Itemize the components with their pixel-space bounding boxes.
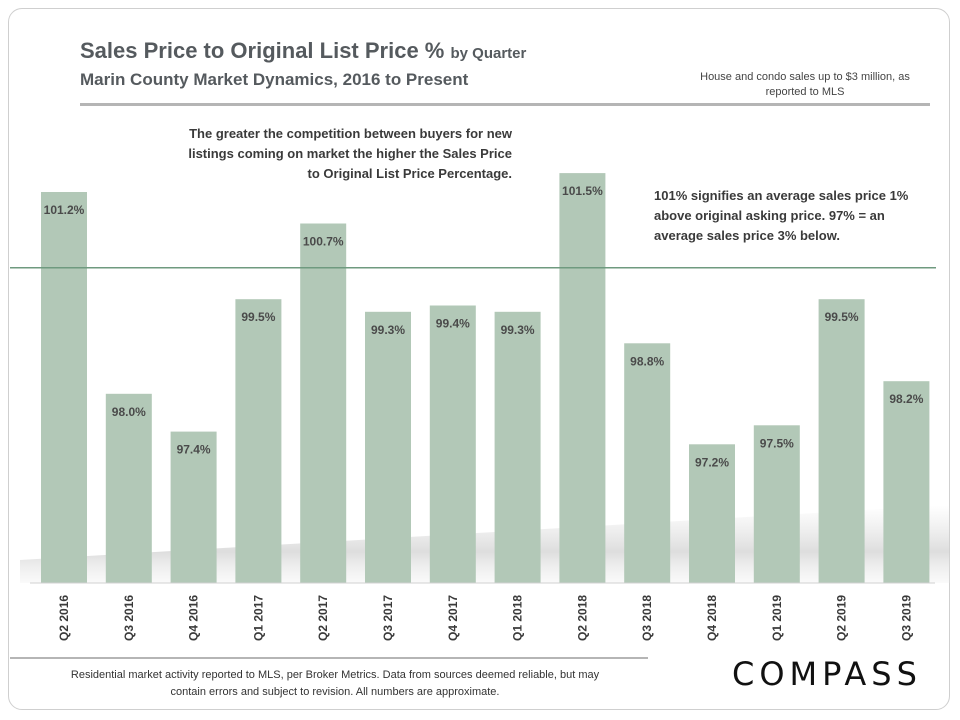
data-label: 101.2%	[44, 203, 85, 217]
bar-q3-2019	[883, 381, 930, 583]
competition-annotation: The greater the competition between buye…	[172, 124, 516, 184]
header-divider	[80, 103, 930, 106]
x-tick-label: Q2 2019	[835, 595, 849, 641]
data-label: 97.4%	[177, 443, 211, 457]
bar-q3-2016	[105, 393, 152, 583]
data-label: 97.2%	[695, 455, 729, 469]
x-tick-label: Q1 2017	[251, 595, 265, 641]
data-label: 98.2%	[889, 392, 923, 406]
bar-q3-2018	[624, 343, 671, 583]
x-tick-label: Q1 2018	[511, 595, 525, 641]
bar-q1-2017	[235, 299, 282, 583]
footer-disclaimer: Residential market activity reported to …	[70, 669, 600, 698]
x-tick-label: Q4 2018	[705, 595, 719, 641]
bar-q1-2019	[753, 425, 800, 583]
bar-q2-2019	[818, 299, 865, 583]
data-label: 100.7%	[303, 235, 344, 249]
bar-q2-2016	[41, 192, 87, 583]
chart-title-main: Sales Price to Original List Price %	[80, 38, 445, 63]
footer-divider	[10, 657, 648, 659]
x-tick-label: Q2 2018	[575, 595, 589, 641]
chart-subtitle: Marin County Market Dynamics, 2016 to Pr…	[80, 70, 469, 89]
x-tick-label: Q2 2017	[316, 595, 330, 641]
bar-q3-2017	[365, 311, 411, 583]
bar-q4-2018	[689, 444, 735, 583]
x-tick-label: Q4 2017	[446, 595, 460, 641]
x-tick-label: Q1 2019	[770, 595, 784, 641]
bar-q4-2017	[429, 305, 476, 583]
data-label: 101.5%	[562, 184, 603, 198]
bar-q2-2018	[559, 173, 606, 583]
meaning-annotation: 101% signifies an average sales price 1%…	[650, 186, 918, 246]
source-note: House and condo sales up to $3 million, …	[700, 71, 910, 98]
chart-title-suffix: by Quarter	[450, 45, 527, 62]
data-label: 99.3%	[371, 323, 405, 337]
bar-q2-2017	[300, 223, 347, 583]
x-tick-label: Q3 2019	[899, 595, 913, 641]
data-label: 99.5%	[241, 310, 275, 324]
data-label: 98.0%	[112, 405, 146, 419]
chart-title: Sales Price to Original List Price % by …	[80, 38, 526, 64]
bar-q1-2018	[494, 311, 541, 583]
bar-q4-2016	[170, 431, 217, 583]
data-label: 99.3%	[501, 323, 535, 337]
data-label: 97.5%	[760, 436, 794, 450]
compass-logo: COMPASS	[732, 655, 922, 693]
x-tick-label: Q3 2018	[640, 595, 654, 641]
x-tick-label: Q3 2016	[122, 595, 136, 641]
floor-shadow	[20, 505, 950, 583]
data-label: 99.5%	[825, 310, 859, 324]
x-tick-label: Q2 2016	[57, 595, 71, 641]
x-tick-label: Q4 2016	[187, 595, 201, 641]
data-label: 98.8%	[630, 354, 664, 368]
x-tick-label: Q3 2017	[381, 595, 395, 641]
data-label: 99.4%	[436, 317, 470, 331]
